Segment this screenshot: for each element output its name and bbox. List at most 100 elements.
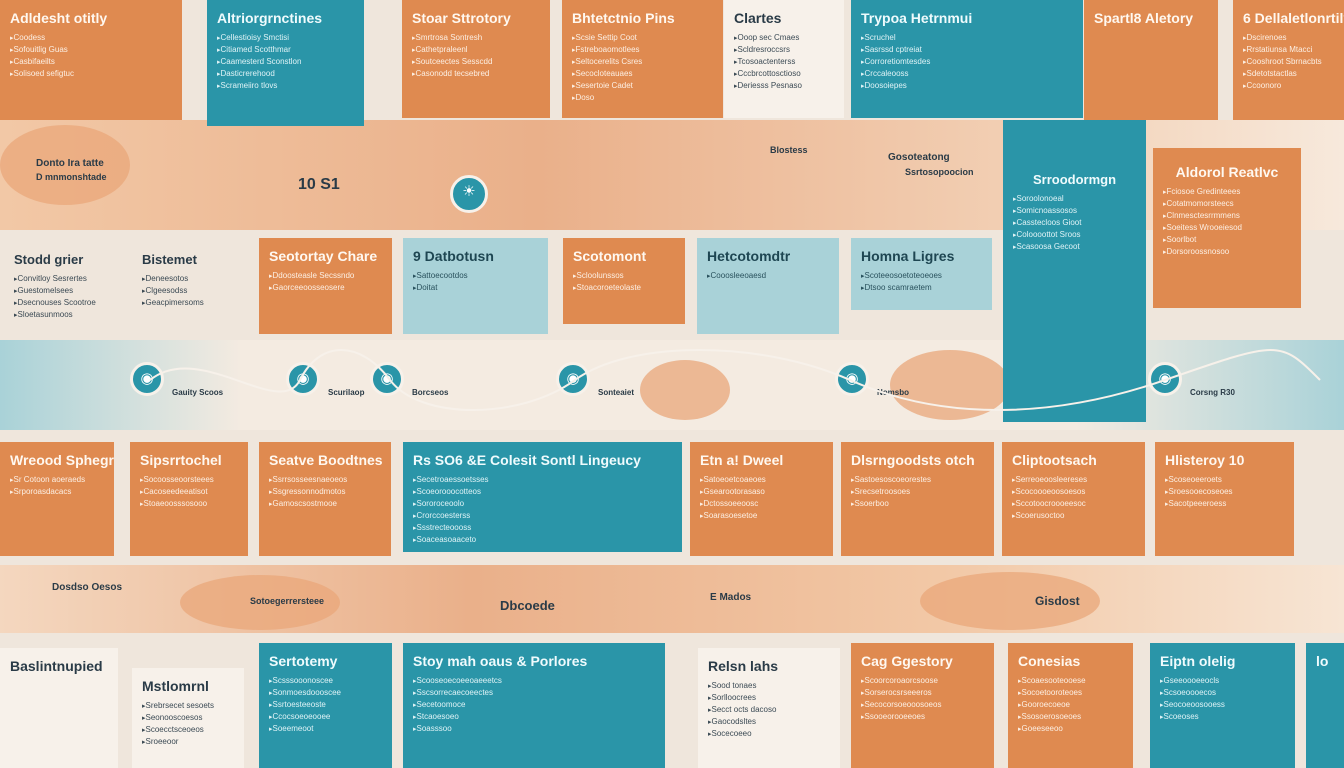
card-title: Hlisteroy 10 bbox=[1165, 452, 1245, 468]
card-line: Sorlloocrees bbox=[708, 692, 830, 704]
card-line: Seonooscoesos bbox=[142, 712, 234, 724]
card-line: Fstreboaomotlees bbox=[572, 44, 713, 56]
card-line: Scoseoeeroets bbox=[1165, 474, 1284, 486]
card-line: Stcaoesoeo bbox=[413, 711, 655, 723]
decor-blob bbox=[180, 575, 340, 630]
card-title: Cag Ggestory bbox=[861, 653, 953, 669]
card-line: Ccoonoro bbox=[1243, 80, 1334, 92]
band-label: Dosdso Oesos bbox=[52, 582, 123, 593]
info-card: Sipsrrtochel SocoosseoorsteeesCacoseedeea… bbox=[130, 442, 248, 556]
card-line: Scoeorooocotteos bbox=[413, 486, 672, 498]
card-title: 9 Datbotusn bbox=[413, 248, 494, 264]
card-line: Somicnoassosos bbox=[1013, 205, 1136, 217]
card-line: Seltocerelits Csres bbox=[572, 56, 713, 68]
card-line: Doso bbox=[572, 92, 713, 104]
card-line: Socoetooroteoes bbox=[1018, 687, 1123, 699]
card-line: Cccbrcottosctioso bbox=[734, 68, 834, 80]
card-line: Soasssoo bbox=[413, 723, 655, 735]
band-label: E Mados bbox=[710, 592, 752, 603]
card-title: Adldesht otitly bbox=[10, 10, 108, 26]
timeline-connector bbox=[149, 349, 1321, 411]
right-orange-panel: Aldorol Reatlvc Fciosoe GredinteeesCotat… bbox=[1153, 148, 1301, 308]
card-line: Sccotoocroooeesoc bbox=[1012, 498, 1135, 510]
card-title: Sertotemy bbox=[269, 653, 338, 669]
info-card: Clartes Ooop sec CmaesScldresroccsrsTcoso… bbox=[724, 0, 844, 118]
timeline-node-label: Scurilaop bbox=[328, 388, 365, 397]
card-line: Tcosoactenterss bbox=[734, 56, 834, 68]
card-line: Ssstrecteoooss bbox=[413, 522, 672, 534]
card-line: Soorlbot bbox=[1163, 234, 1291, 246]
card-line: Gaorceeoosseosere bbox=[269, 282, 382, 294]
card-line: Gsearootorasaso bbox=[700, 486, 823, 498]
info-card: Hetcotomdtr Cooosleeoaesd bbox=[697, 238, 839, 334]
card-title: Eiptn olelig bbox=[1160, 653, 1236, 669]
card-line: Gseeoooeeocls bbox=[1160, 675, 1285, 687]
decor-blob bbox=[890, 350, 1010, 420]
card-line: Gamoscsostmooe bbox=[269, 498, 381, 510]
card-line: Srecsetroosoes bbox=[851, 486, 984, 498]
card-line: Scrameiiro tlovs bbox=[217, 80, 354, 92]
card-title: Bistemet bbox=[142, 252, 197, 267]
info-card: Wreood Sphegre Sr Cotoon aoeraedsSrporoas… bbox=[0, 442, 114, 556]
card-title: Cliptootsach bbox=[1012, 452, 1097, 468]
band-label: Gosoteatong bbox=[888, 152, 950, 163]
card-line: Sroesooecoseoes bbox=[1165, 486, 1284, 498]
card-line: Sorserocsrseeeros bbox=[861, 687, 984, 699]
card-title: Mstlomrnl bbox=[142, 678, 209, 694]
card-title: Relsn lahs bbox=[708, 658, 779, 674]
info-card: Eiptn olelig GseeoooeeoclsScsoeoooecosSeo… bbox=[1150, 643, 1295, 768]
info-card: Dlsrngoodsts otch SastoesoscoeorestesSrec… bbox=[841, 442, 994, 556]
band-label: Blostess bbox=[770, 145, 808, 155]
card-line: Gooroecoeoe bbox=[1018, 699, 1123, 711]
card-line: Socecoeeo bbox=[708, 728, 830, 740]
timeline-node-label: Corsng R30 bbox=[1190, 388, 1235, 397]
card-line: Seocoeoosooess bbox=[1160, 699, 1285, 711]
card-line: Ssoerboo bbox=[851, 498, 984, 510]
card-line: Secct octs dacoso bbox=[708, 704, 830, 716]
card-title: Baslintnupied bbox=[10, 658, 103, 674]
card-line: Cacoseedeeatisot bbox=[140, 486, 238, 498]
card-line: Dscirenoes bbox=[1243, 32, 1334, 44]
card-line: Scsie Settip Coot bbox=[572, 32, 713, 44]
info-card: Cliptootsach SerreoeoosleeresesScocoooeoo… bbox=[1002, 442, 1145, 556]
card-line: Casonodd tecsebred bbox=[412, 68, 540, 80]
card-line: Cellestioisy Smctisi bbox=[217, 32, 354, 44]
card-line: Secetoomoce bbox=[413, 699, 655, 711]
card-line: Sonmoesdoooscee bbox=[269, 687, 382, 699]
card-line: Sastoesoscoeorestes bbox=[851, 474, 984, 486]
card-line: Serreoeoosleereses bbox=[1012, 474, 1135, 486]
card-line: Ccocsoeoeooee bbox=[269, 711, 382, 723]
card-line: Cathetpraleenl bbox=[412, 44, 540, 56]
card-line: Solisoed sefigtuc bbox=[10, 68, 172, 80]
card-line: Geacpimersoms bbox=[142, 297, 252, 309]
card-line: Ssosoerosoeoes bbox=[1018, 711, 1123, 723]
card-line: Coodess bbox=[10, 32, 172, 44]
card-title: Trypoa Hetrnmui bbox=[861, 10, 973, 26]
card-line: Crccaleooss bbox=[861, 68, 1073, 80]
card-line: Sr Cotoon aoeraeds bbox=[10, 474, 104, 486]
card-line: Clnmesctesrrmmens bbox=[1163, 210, 1291, 222]
card-line: Secetroaessoetsses bbox=[413, 474, 672, 486]
card-line: Ssrrsosseesnaeoeos bbox=[269, 474, 381, 486]
card-line: Clgeesodss bbox=[142, 285, 252, 297]
card-line: Doitat bbox=[413, 282, 538, 294]
card-title: lo bbox=[1316, 653, 1329, 669]
info-card: Bhtetctnio Pins Scsie Settip CootFstreboa… bbox=[562, 0, 723, 118]
card-line: Doosoiepes bbox=[861, 80, 1073, 92]
band-label: Ssrtosopoocion bbox=[905, 167, 974, 177]
card-title: Stodd grier bbox=[14, 252, 84, 267]
card-line: Convitloy Sesrertes bbox=[14, 273, 124, 285]
card-title: Srroodormgn bbox=[1032, 172, 1117, 187]
card-line: Guestomelsees bbox=[14, 285, 124, 297]
band-label: 10 S1 bbox=[298, 176, 340, 193]
card-line: Scoaesooteooese bbox=[1018, 675, 1123, 687]
card-line: Sororoceoolo bbox=[413, 498, 672, 510]
card-line: Scloolunssos bbox=[573, 270, 675, 282]
card-line: Smrtrosa Sontresh bbox=[412, 32, 540, 44]
card-line: Ssgressonnodmotos bbox=[269, 486, 381, 498]
card-line: Scoerusoctoo bbox=[1012, 510, 1135, 522]
card-line: Goeeseeoo bbox=[1018, 723, 1123, 735]
info-card: Adldesht otitly CoodessSofouitlig GuasCas… bbox=[0, 0, 182, 120]
card-lines: Fciosoe GredinteeesCotatmomorsteecsClnme… bbox=[1163, 186, 1291, 258]
card-title: Stoy mah oaus & Porlores bbox=[413, 653, 588, 669]
